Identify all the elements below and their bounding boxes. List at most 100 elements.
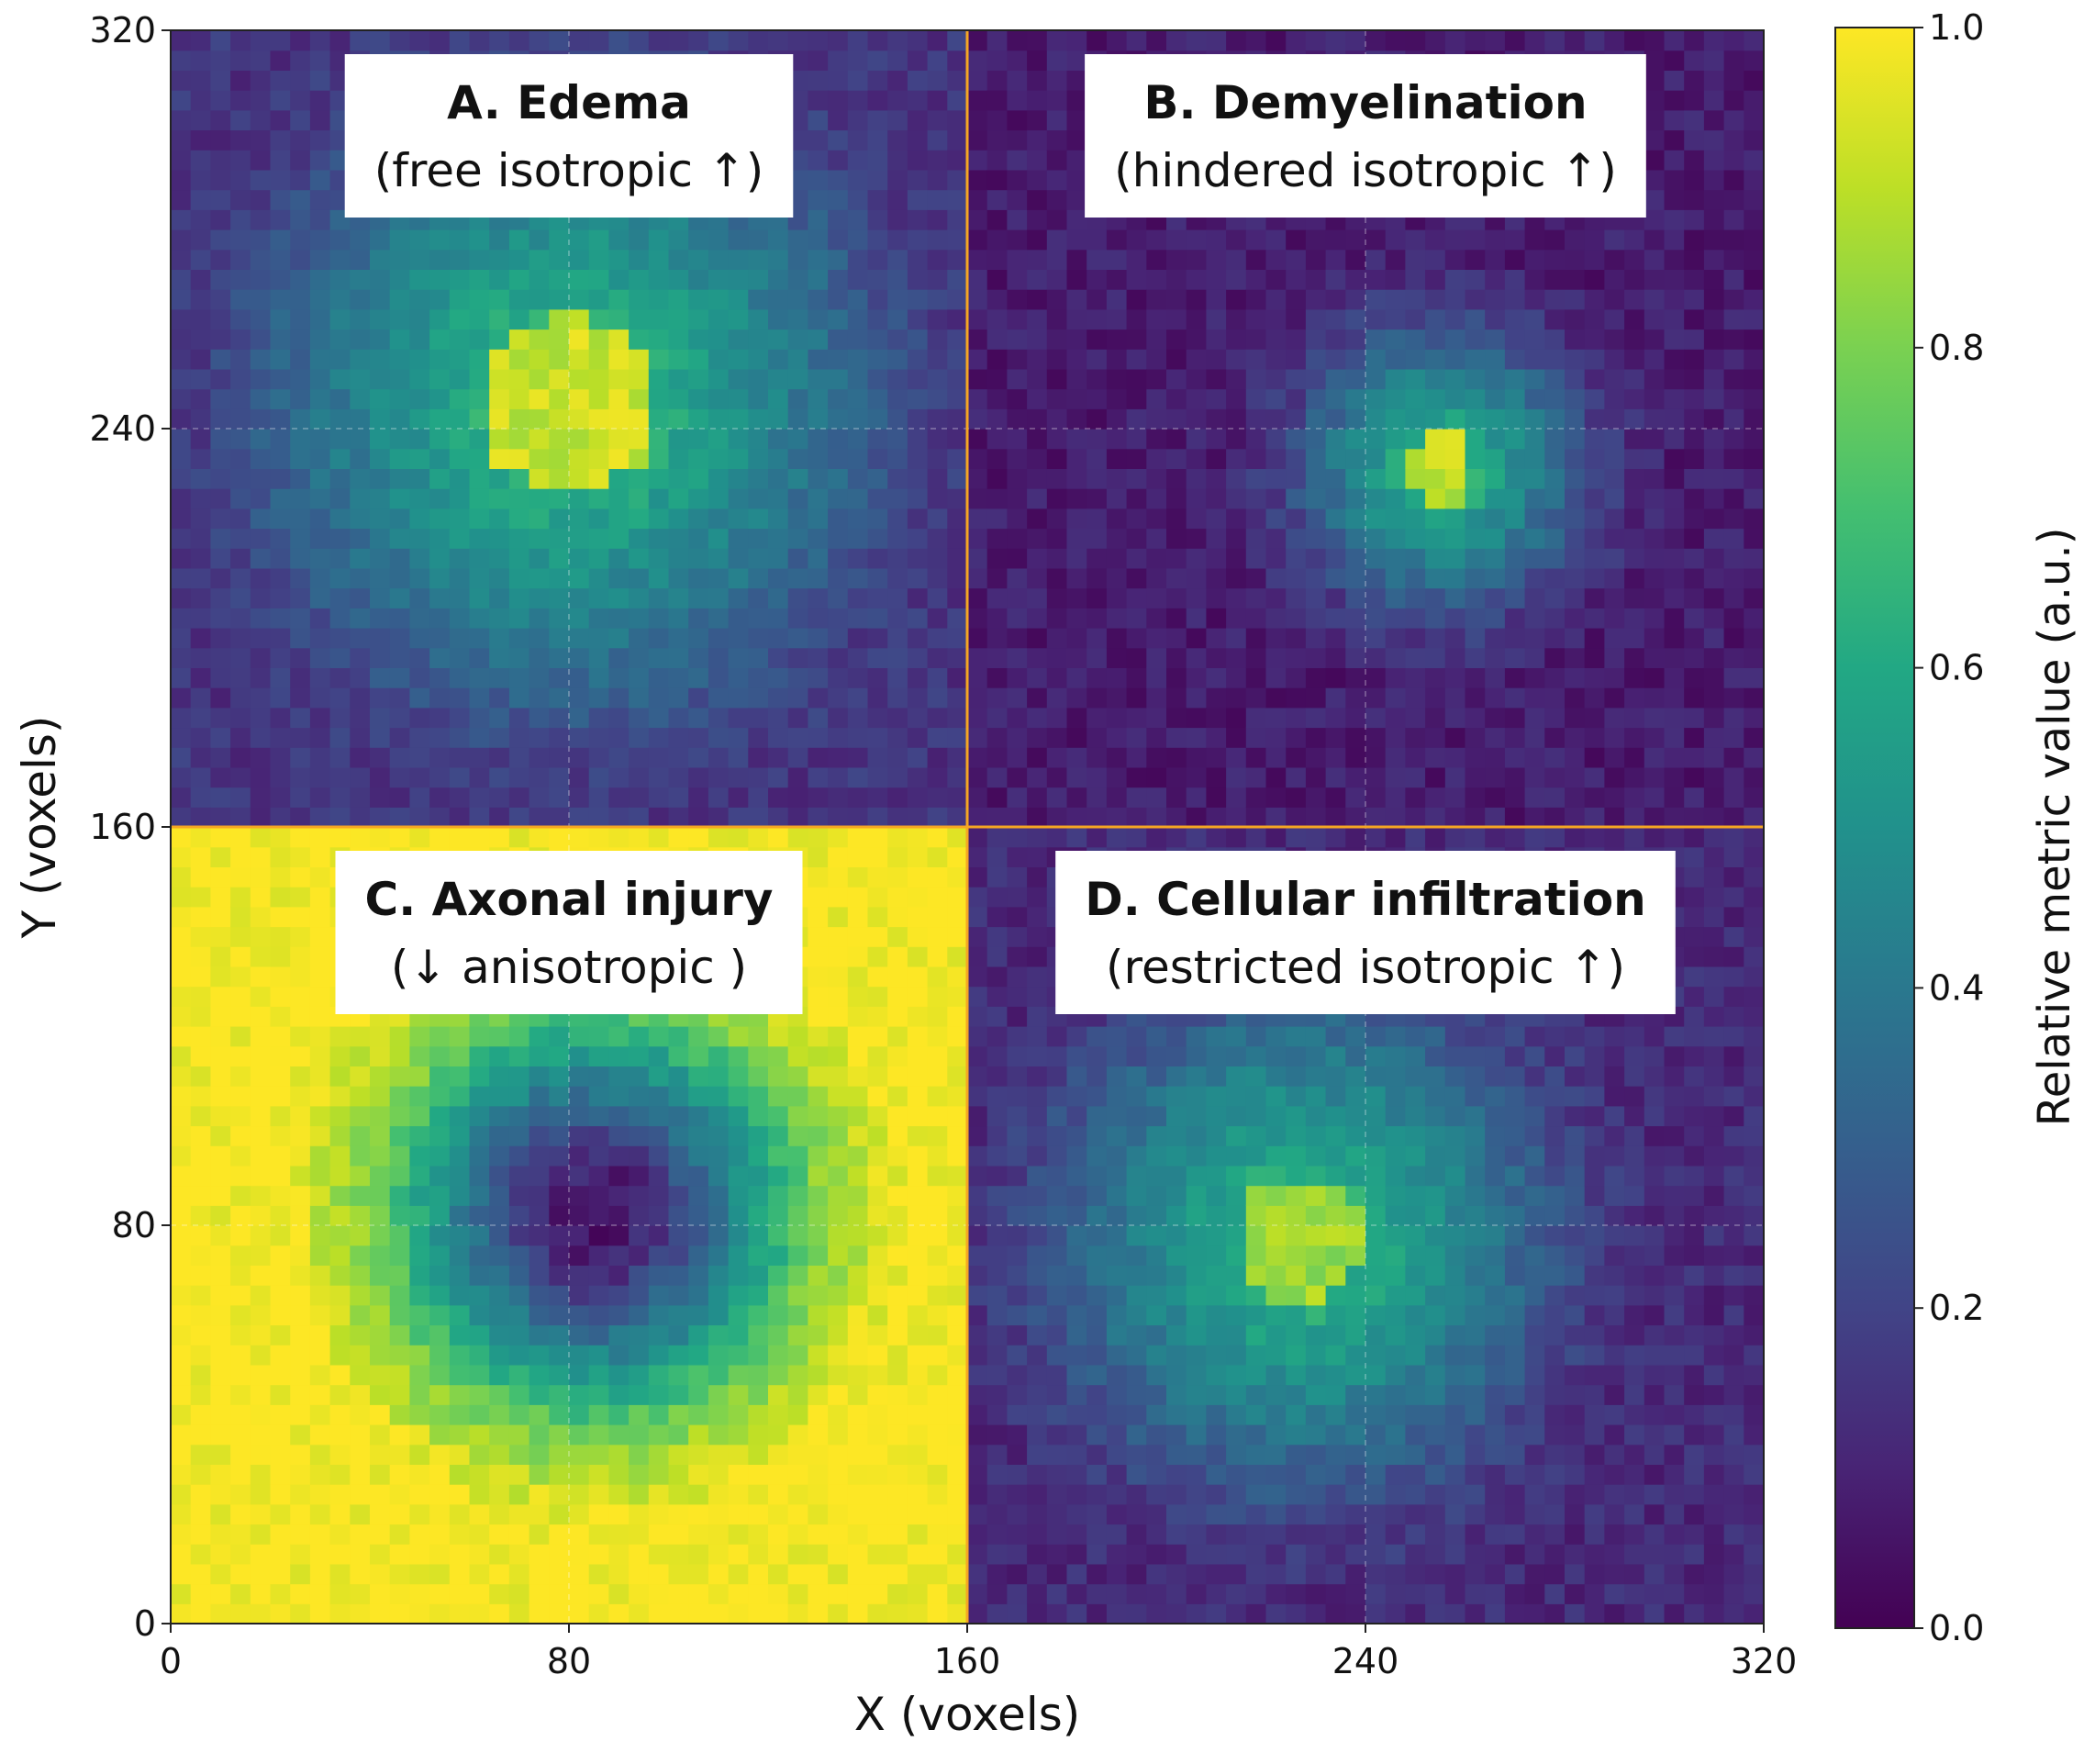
heat-cell <box>370 1484 391 1505</box>
heat-cell <box>449 567 471 589</box>
heat-cell <box>469 1026 490 1047</box>
heat-cell <box>1565 587 1586 608</box>
heat-cell <box>648 429 670 450</box>
heat-cell <box>967 647 988 668</box>
heat-cell <box>688 1045 709 1066</box>
heat-cell <box>350 448 371 469</box>
heat-cell <box>1046 727 1068 748</box>
heat-cell <box>290 766 311 788</box>
heat-cell <box>1365 647 1387 668</box>
heat-cell <box>847 707 869 729</box>
heat-cell <box>549 1185 570 1206</box>
heat-cell <box>529 1285 550 1306</box>
heat-cell <box>947 249 968 270</box>
heat-cell <box>867 429 888 450</box>
heat-cell <box>1624 766 1645 788</box>
heat-cell <box>1385 548 1406 569</box>
heat-cell <box>907 70 929 91</box>
heat-cell <box>329 667 351 688</box>
heat-cell <box>250 229 272 251</box>
heat-cell <box>1027 269 1048 290</box>
heat-cell <box>549 488 570 509</box>
heat-cell <box>907 1424 929 1446</box>
heat-cell <box>668 368 689 390</box>
heat-cell <box>947 986 968 1007</box>
heat-cell <box>329 1245 351 1266</box>
heat-cell <box>250 747 272 768</box>
heat-cell <box>947 647 968 668</box>
heat-cell <box>1425 687 1446 709</box>
heat-cell <box>1485 30 1506 51</box>
heat-cell <box>708 1484 730 1505</box>
heat-cell <box>1146 488 1167 509</box>
heat-cell <box>986 1345 1008 1366</box>
heat-cell <box>629 647 650 668</box>
heat-cell <box>270 1364 291 1386</box>
heat-cell <box>1565 269 1586 290</box>
heat-cell <box>190 1404 211 1425</box>
heat-cell <box>648 448 670 469</box>
heat-cell <box>847 548 869 569</box>
heat-cell <box>808 1464 829 1485</box>
heat-cell <box>708 1444 730 1465</box>
heat-cell <box>230 1484 251 1505</box>
heat-cell <box>588 647 609 668</box>
heat-cell <box>688 1086 709 1107</box>
heat-cell <box>210 1444 231 1465</box>
heat-cell <box>648 1444 670 1465</box>
heat-cell <box>588 1086 609 1107</box>
heat-cell <box>1524 567 1545 589</box>
heat-cell <box>329 1105 351 1127</box>
heat-cell <box>1007 1185 1028 1206</box>
heat-cell <box>190 906 211 928</box>
heat-cell <box>1066 189 1087 210</box>
heat-cell <box>171 1563 192 1585</box>
heat-cell <box>1664 368 1685 390</box>
heat-cell <box>290 1603 311 1624</box>
heat-cell <box>1744 70 1764 91</box>
heat-cell <box>1186 727 1207 748</box>
heat-cell <box>1087 408 1108 430</box>
heat-cell <box>350 1125 371 1146</box>
heat-cell <box>449 1245 471 1266</box>
heat-cell <box>847 1444 869 1465</box>
heat-cell <box>409 727 430 748</box>
heat-cell <box>1146 787 1167 808</box>
heat-cell <box>688 1583 709 1604</box>
heat-cell <box>409 289 430 310</box>
heat-cell <box>309 109 331 131</box>
heat-cell <box>1405 429 1426 450</box>
heat-cell <box>1465 349 1486 370</box>
heat-cell <box>1385 707 1406 729</box>
heat-cell <box>1544 567 1566 589</box>
heat-cell <box>290 70 311 91</box>
heat-cell <box>588 308 609 330</box>
heat-cell <box>1624 707 1645 729</box>
heat-cell <box>1066 766 1087 788</box>
heat-cell <box>708 1045 730 1066</box>
heat-cell <box>429 1464 451 1485</box>
heat-cell <box>171 727 192 748</box>
heat-cell <box>389 1125 410 1146</box>
heat-cell <box>867 946 888 967</box>
heat-cell <box>210 1225 231 1246</box>
heat-cell <box>1066 249 1087 270</box>
heat-cell <box>608 249 630 270</box>
heat-cell <box>648 766 670 788</box>
heat-cell <box>370 329 391 350</box>
heat-cell <box>648 1245 670 1266</box>
heat-cell <box>828 50 849 71</box>
heat-cell <box>907 50 929 71</box>
heat-cell <box>867 70 888 91</box>
heat-cell <box>748 807 769 828</box>
heat-cell <box>907 1265 929 1286</box>
heat-cell <box>1744 289 1764 310</box>
heat-cell <box>1007 647 1028 668</box>
heat-cell <box>887 70 908 91</box>
heat-cell <box>967 329 988 350</box>
heat-cell <box>1027 189 1048 210</box>
heat-cell <box>449 1384 471 1405</box>
heat-cell <box>986 528 1008 549</box>
heat-cell <box>350 548 371 569</box>
heat-cell <box>1027 1086 1048 1107</box>
